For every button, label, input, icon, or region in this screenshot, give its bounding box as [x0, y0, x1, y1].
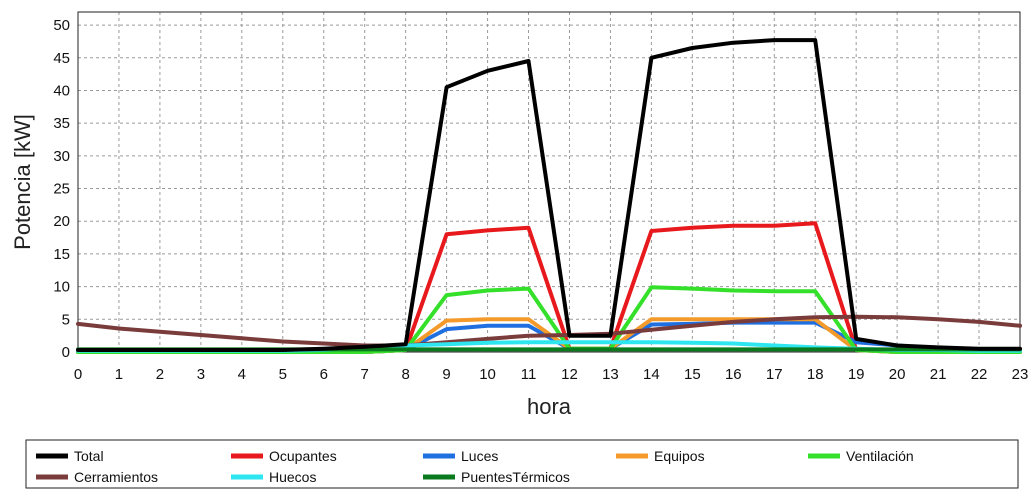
x-tick-label: 1	[115, 366, 123, 383]
y-tick-label: 5	[62, 311, 70, 328]
y-tick-label: 15	[53, 246, 70, 263]
legend-box	[25, 439, 1019, 489]
y-tick-label: 50	[53, 17, 70, 34]
x-tick-label: 21	[930, 366, 947, 383]
x-tick-label: 9	[442, 366, 450, 383]
legend-label: PuentesTérmicos	[461, 469, 570, 485]
y-tick-label: 30	[53, 148, 70, 165]
x-tick-label: 14	[643, 366, 660, 383]
y-axis-title: Potencia [kW]	[10, 114, 35, 250]
legend-label: Cerramientos	[74, 469, 158, 485]
x-tick-label: 6	[320, 366, 328, 383]
y-tick-label: 20	[53, 213, 70, 230]
x-tick-label: 8	[401, 366, 409, 383]
series-layer	[76, 38, 1022, 354]
x-tick-label: 20	[889, 366, 906, 383]
x-tick-label: 5	[279, 366, 287, 383]
x-tick-label: 19	[848, 366, 865, 383]
x-tick-labels: 0 1 2 3 4 5 6 7 8 9 10 11 12 13 14 15 16 17 18 19 20 21 22 23	[74, 366, 1029, 383]
legend-label: Equipos	[654, 448, 705, 464]
x-tick-label: 10	[479, 366, 496, 383]
y-tick-label: 35	[53, 115, 70, 132]
x-tick-label: 16	[725, 366, 742, 383]
plot-area	[77, 11, 1021, 353]
y-tick-label: 10	[53, 279, 70, 296]
x-tick-label: 2	[156, 366, 164, 383]
legend: Total Ocupantes Luces Equipos Ventilación Cer…	[25, 439, 1019, 489]
legend-label: Ventilación	[846, 448, 914, 464]
x-tick-label: 15	[684, 366, 701, 383]
legend-label: Total	[74, 448, 104, 464]
x-tick-label: 0	[74, 366, 82, 383]
y-tick-label: 0	[62, 344, 70, 361]
y-tick-label: 25	[53, 181, 70, 198]
y-tick-labels: 0 5 10 15 20 25 30 35 40 45 50	[53, 17, 70, 361]
x-tick-label: 11	[521, 366, 537, 383]
x-tick-label: 13	[602, 366, 619, 383]
series-line	[76, 38, 1022, 352]
legend-label: Huecos	[269, 469, 316, 485]
y-tick-label: 40	[53, 82, 70, 99]
x-tick-label: 7	[361, 366, 369, 383]
series-line	[76, 314, 1022, 348]
legend-label: Luces	[461, 448, 498, 464]
grid	[78, 12, 1020, 352]
x-tick-label: 17	[766, 366, 783, 383]
y-tick-label: 45	[53, 50, 70, 67]
legend-label: Ocupantes	[269, 448, 337, 464]
x-tick-label: 12	[561, 366, 578, 383]
x-tick-label: 23	[1012, 366, 1029, 383]
x-tick-label: 18	[807, 366, 824, 383]
x-tick-label: 4	[238, 366, 246, 383]
x-axis-title: hora	[527, 394, 572, 419]
x-tick-label: 22	[971, 366, 988, 383]
x-tick-label: 3	[197, 366, 205, 383]
